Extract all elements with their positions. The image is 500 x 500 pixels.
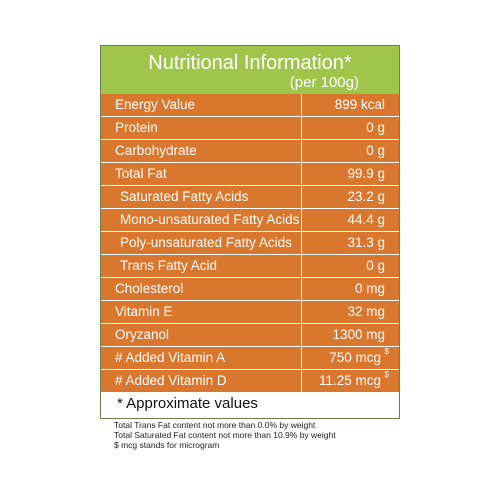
row-value: 750 mcg <box>329 350 381 365</box>
row: # Added Vitamin A 750 mcg $ <box>101 347 399 369</box>
row-value: 1300 mg <box>332 327 385 342</box>
row-value: 0 g <box>366 143 385 158</box>
divider <box>301 232 302 254</box>
note: * Approximate values <box>117 395 258 412</box>
footnote: Total Saturated Fat content not more tha… <box>114 430 336 440</box>
row: Saturated Fatty Acids 23.2 g <box>101 186 399 208</box>
footnote: Total Trans Fat content not more than 0.… <box>114 420 316 430</box>
divider <box>301 347 302 369</box>
row-value: 11.25 mcg <box>318 373 381 388</box>
row-label: Total Fat <box>115 166 167 181</box>
divider <box>301 301 302 323</box>
row-value: 0 g <box>366 258 385 273</box>
row-value: 899 kcal <box>334 97 385 112</box>
divider <box>301 94 302 116</box>
subtitle: (per 100g) <box>289 74 359 91</box>
divider <box>301 209 302 231</box>
row: Mono-unsaturated Fatty Acids 44.4 g <box>101 209 399 231</box>
row-label: Trans Fatty Acid <box>120 258 218 273</box>
row: Protein 0 g <box>101 117 399 139</box>
superscript: $ <box>384 347 389 356</box>
title: Nutritional Information* <box>148 52 352 74</box>
row-label: Mono-unsaturated Fatty Acids <box>120 212 300 227</box>
row: Total Fat 99.9 g <box>101 163 399 185</box>
divider <box>301 255 302 277</box>
divider <box>301 163 302 185</box>
divider <box>301 324 302 346</box>
row-label: Saturated Fatty Acids <box>120 189 249 204</box>
rows: Energy Value 899 kcal Protein 0 g Carbohydra… <box>101 94 399 393</box>
row-label: Cholesterol <box>115 281 184 296</box>
row-label: Vitamin E <box>115 304 173 319</box>
row-label: # Added Vitamin D <box>115 373 227 388</box>
row-label: Oryzanol <box>115 327 170 342</box>
row-value: 0 mg <box>354 281 385 296</box>
nutrition-label: Nutritional Information* (per 100g) Ener… <box>100 45 400 419</box>
row: Carbohydrate 0 g <box>101 140 399 162</box>
row-label: Carbohydrate <box>115 143 197 158</box>
row: # Added Vitamin D 11.25 mcg $ <box>101 370 399 392</box>
header: Nutritional Information* (per 100g) <box>101 46 399 94</box>
row: Trans Fatty Acid 0 g <box>101 255 399 277</box>
row-value: 31.3 g <box>347 235 385 250</box>
footnotes: Total Trans Fat content not more than 0.… <box>114 420 336 450</box>
row: Poly-unsaturated Fatty Acids 31.3 g <box>101 232 399 254</box>
row-label: Energy Value <box>115 97 196 112</box>
row: Energy Value 899 kcal <box>101 94 399 116</box>
divider <box>301 186 302 208</box>
row-label: # Added Vitamin A <box>115 350 226 365</box>
row-label: Poly-unsaturated Fatty Acids <box>120 235 292 250</box>
row-value: 44.4 g <box>347 212 385 227</box>
row-value: 23.2 g <box>347 189 385 204</box>
row: Vitamin E 32 mg <box>101 301 399 323</box>
divider <box>301 117 302 139</box>
divider <box>301 278 302 300</box>
row-label: Protein <box>115 120 158 135</box>
divider <box>301 370 302 392</box>
row-value: 99.9 g <box>347 166 385 181</box>
divider <box>301 140 302 162</box>
footnote: $ mcg stands for microgram <box>114 440 220 450</box>
row: Oryzanol 1300 mg <box>101 324 399 346</box>
row-value: 0 g <box>366 120 385 135</box>
row: Cholesterol 0 mg <box>101 278 399 300</box>
row-value: 32 mg <box>347 304 385 319</box>
superscript: $ <box>384 370 389 379</box>
